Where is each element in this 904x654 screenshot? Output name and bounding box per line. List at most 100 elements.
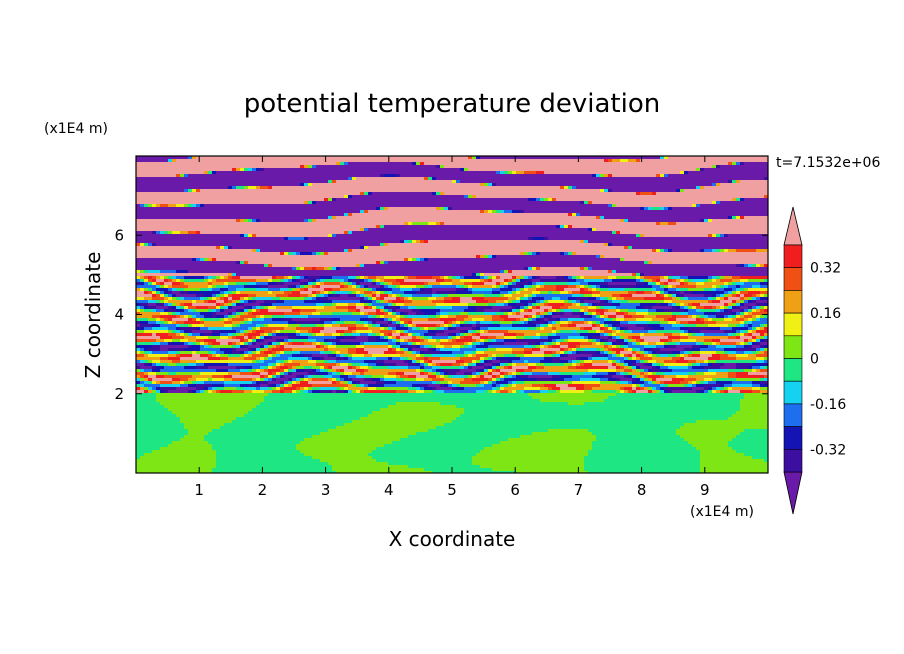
field-cell <box>724 204 729 208</box>
field-cell <box>752 234 757 238</box>
field-cell <box>344 165 349 169</box>
field-cell <box>324 171 329 175</box>
field-cell <box>412 249 417 253</box>
field-cell <box>756 234 761 238</box>
field-cell <box>676 171 681 175</box>
field-cell <box>472 195 477 199</box>
field-cell <box>152 180 157 184</box>
field-cell <box>216 207 221 211</box>
field-cell <box>656 168 661 172</box>
field-cell <box>280 174 285 178</box>
field-cell <box>708 210 713 214</box>
field-cell <box>708 225 713 229</box>
field-cell <box>364 207 369 211</box>
field-cell <box>504 225 509 229</box>
field-cell <box>572 219 577 223</box>
field-cell <box>208 210 213 214</box>
field-cell <box>536 159 541 163</box>
field-cell <box>252 216 257 220</box>
field-cell <box>624 243 629 247</box>
field-cell <box>480 186 485 190</box>
field-cell <box>680 195 685 199</box>
field-cell <box>344 177 349 181</box>
field-cell <box>688 237 693 241</box>
field-cell <box>300 216 305 220</box>
field-cell <box>748 204 753 208</box>
field-cell <box>424 177 429 181</box>
field-cell <box>676 243 681 247</box>
field-cell <box>204 162 209 166</box>
field-cell <box>492 183 497 187</box>
field-cell <box>696 237 701 241</box>
field-cell <box>332 213 337 217</box>
field-cell <box>740 174 745 178</box>
field-cell <box>512 246 517 250</box>
field-cell <box>428 165 433 169</box>
field-cell <box>224 177 229 181</box>
field-cell <box>708 219 713 223</box>
field-cell <box>452 195 457 199</box>
field-cell <box>580 231 585 235</box>
field-cell <box>524 246 529 250</box>
field-cell <box>460 195 465 199</box>
field-cell <box>644 225 649 229</box>
field-cell <box>752 204 757 208</box>
field-cell <box>384 201 389 205</box>
field-cell <box>292 219 297 223</box>
field-cell <box>632 195 637 199</box>
field-cell <box>660 165 665 169</box>
field-cell <box>708 198 713 202</box>
field-cell <box>308 240 313 244</box>
field-cell <box>408 240 413 244</box>
field-cell <box>500 210 505 214</box>
field-cell <box>416 204 421 208</box>
field-cell <box>448 201 453 205</box>
field-cell <box>280 192 285 196</box>
field-cell <box>224 165 229 169</box>
field-cell <box>432 234 437 238</box>
field-cell <box>188 246 193 250</box>
field-cell <box>300 189 305 193</box>
field-cell <box>452 225 457 229</box>
field-cell <box>356 198 361 202</box>
field-cell <box>420 180 425 184</box>
field-cell <box>492 162 497 166</box>
field-cell <box>620 189 625 193</box>
field-cell <box>196 210 201 214</box>
field-cell <box>392 168 397 172</box>
field-cell <box>636 216 641 220</box>
field-cell <box>476 183 481 187</box>
field-cell <box>324 192 329 196</box>
field-cell <box>620 237 625 241</box>
field-cell <box>208 249 213 253</box>
field-cell <box>208 204 213 208</box>
field-cell <box>552 168 557 172</box>
field-cell <box>724 201 729 205</box>
field-cell <box>476 189 481 193</box>
field-cell <box>524 219 529 223</box>
field-cell <box>400 222 405 226</box>
field-cell <box>308 231 313 235</box>
field-cell <box>264 237 269 241</box>
field-cell <box>260 168 265 172</box>
field-cell <box>584 210 589 214</box>
field-cell <box>184 222 189 226</box>
field-cell <box>164 192 169 196</box>
field-cell <box>680 198 685 202</box>
field-cell <box>248 207 253 211</box>
field-cell <box>296 201 301 205</box>
field-cell <box>216 243 221 247</box>
field-cell <box>332 198 337 202</box>
field-cell <box>308 246 313 250</box>
field-cell <box>580 225 585 229</box>
field-cell <box>452 174 457 178</box>
field-cell <box>696 159 701 163</box>
field-cell <box>228 240 233 244</box>
field-cell <box>216 165 221 169</box>
field-cell <box>324 225 329 229</box>
field-cell <box>204 249 209 253</box>
field-cell <box>596 243 601 247</box>
field-cell <box>616 183 621 187</box>
field-cell <box>576 165 581 169</box>
field-cell <box>324 219 329 223</box>
